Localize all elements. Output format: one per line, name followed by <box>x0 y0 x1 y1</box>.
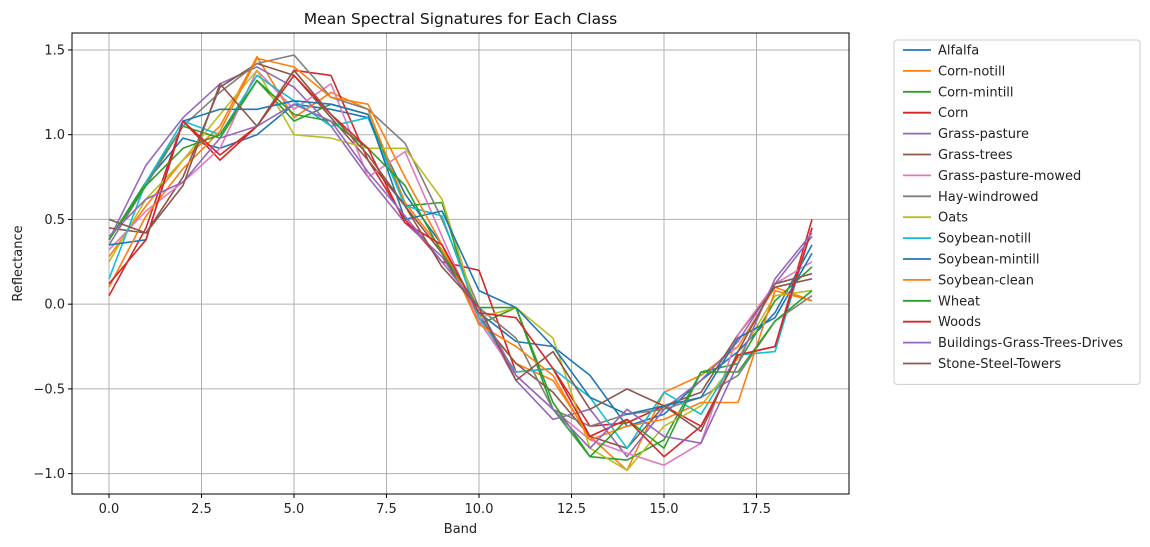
x-tick-label: 5.0 <box>284 502 305 517</box>
legend-label: Soybean-clean <box>938 273 1034 288</box>
x-tick-label: 17.5 <box>742 502 771 517</box>
legend-label: Woods <box>938 315 981 330</box>
series-line-soybean-mintill <box>108 100 813 416</box>
axis-ticks: 0.0 2.5 5.0 7.5 10.0 12.5 15.0 17.5 −1.0 −0.5 0.0 0… <box>33 43 771 517</box>
legend-label: Soybean-notill <box>938 232 1031 247</box>
series-line-oats <box>108 69 813 472</box>
legend-label: Grass-pasture <box>938 127 1029 142</box>
x-tick-label: 10.0 <box>465 502 494 517</box>
legend-label: Oats <box>938 211 968 226</box>
legend: Alfalfa Corn-notill Corn-mintill Corn Grass-… <box>893 39 1141 385</box>
series-lines <box>108 54 813 472</box>
x-tick-label: 7.5 <box>376 502 397 517</box>
legend-label: Alfalfa <box>938 44 979 59</box>
legend-label: Grass-pasture-mowed <box>938 169 1081 184</box>
legend-label: Soybean-mintill <box>938 253 1040 268</box>
y-tick-label: −0.5 <box>33 382 65 397</box>
y-tick-label: 1.0 <box>44 128 65 143</box>
legend-label: Grass-trees <box>938 148 1013 163</box>
y-tick-label: 0.5 <box>44 213 65 228</box>
y-axis-title: Reflectance <box>11 225 26 301</box>
y-tick-label: 0.0 <box>44 298 65 313</box>
x-tick-label: 0.0 <box>99 502 120 517</box>
legend-label: Hay-windrowed <box>938 190 1039 205</box>
legend-label: Stone-Steel-Towers <box>938 357 1061 372</box>
legend-box <box>893 39 1141 385</box>
plot-frame <box>71 32 850 495</box>
chart-title: Mean Spectral Signatures for Each Class <box>304 10 617 28</box>
y-tick-label: −1.0 <box>33 467 65 482</box>
legend-label: Corn-notill <box>938 64 1005 79</box>
series-line-buildings-grass-trees-drives <box>108 103 813 450</box>
x-tick-label: 15.0 <box>650 502 679 517</box>
x-tick-label: 2.5 <box>191 502 212 517</box>
x-axis-title: Band <box>444 522 477 537</box>
legend-label: Buildings-Grass-Trees-Drives <box>938 336 1123 351</box>
legend-label: Corn-mintill <box>938 85 1014 100</box>
y-tick-label: 1.5 <box>44 43 65 58</box>
legend-label: Wheat <box>938 294 980 309</box>
series-line-stone-steel-towers <box>108 69 813 433</box>
legend-label: Corn <box>938 106 968 121</box>
series-line-woods <box>108 74 813 458</box>
x-tick-label: 12.5 <box>557 502 586 517</box>
